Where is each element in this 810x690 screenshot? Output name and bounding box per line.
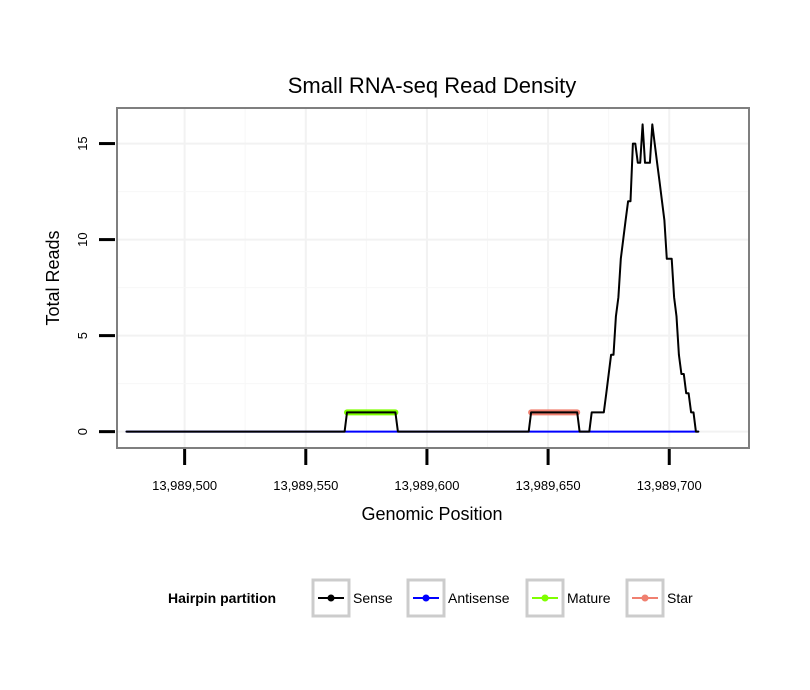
series-layer [125,123,700,433]
x-tick-label: 13,989,500 [152,478,217,493]
x-axis-title: Genomic Position [361,504,502,524]
plot-panel [116,107,750,449]
x-tick-label: 13,989,700 [637,478,702,493]
legend-key-point [327,594,335,602]
x-tick-label: 13,989,600 [394,478,459,493]
legend: Hairpin partition Sense Antisense Mature St… [168,578,693,618]
series-sense-line [125,123,700,433]
y-tick-label: 10 [75,232,90,246]
legend-label-star: Star [667,590,693,606]
legend-key-point [641,594,649,602]
y-tick-label: 15 [75,136,90,150]
y-tick-label: 0 [75,428,90,435]
legend-key-point [541,594,549,602]
legend-title: Hairpin partition [168,590,276,606]
legend-key-point [422,594,430,602]
axes: 13,989,500 13,989,550 13,989,600 13,989,650… [75,136,702,493]
x-tick-label: 13,989,650 [516,478,581,493]
y-tick-label: 5 [75,332,90,339]
x-tick-label: 13,989,550 [273,478,338,493]
legend-label-antisense: Antisense [448,590,510,606]
legend-label-sense: Sense [353,590,393,606]
y-axis-title: Total Reads [43,230,63,325]
legend-label-mature: Mature [567,590,611,606]
chart-title: Small RNA-seq Read Density [288,73,577,98]
